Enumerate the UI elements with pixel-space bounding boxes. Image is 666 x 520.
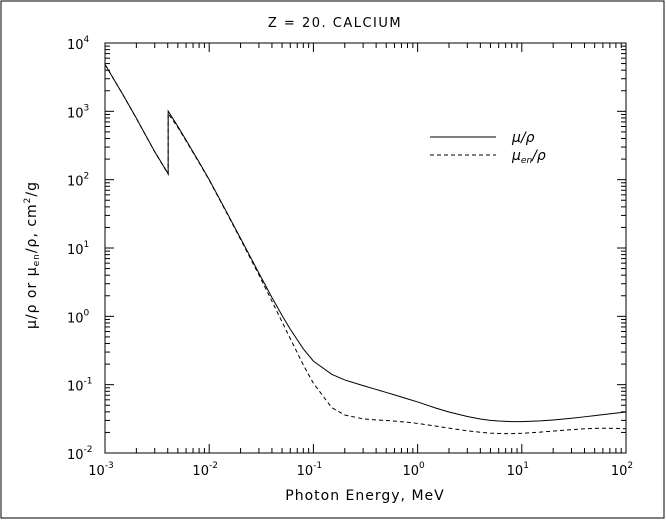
y-axis-label-sup: 2 <box>23 197 33 204</box>
y-tick-label: 104 <box>67 35 90 53</box>
x-tick-label: 100 <box>402 461 425 479</box>
y-axis-label-prefix: μ/ρ or μ <box>24 266 40 329</box>
y-tick-label: 10-1 <box>67 377 93 395</box>
plot-area-border <box>104 42 627 454</box>
x-tick-label: 10-1 <box>297 461 323 479</box>
legend-label: μ/ρ <box>511 130 535 146</box>
series-line-mu-rho <box>104 64 627 423</box>
legend: μ/ρ μen/ρ <box>430 130 546 166</box>
y-axis-label: μ/ρ or μen/ρ, cm2/g <box>23 181 42 329</box>
y-axis-label-middle: /ρ, cm <box>24 203 40 253</box>
x-axis-label: Photon Energy, MeV <box>285 488 444 504</box>
x-tick-label: 101 <box>507 461 529 479</box>
chart-title: Z = 20. CALCIUM <box>268 16 402 31</box>
series-line-mu-en-rho <box>104 64 627 435</box>
series-lines <box>104 64 627 435</box>
x-tick-label: 10-2 <box>192 461 218 479</box>
y-tick-label: 10-2 <box>67 445 93 463</box>
legend-label: μen/ρ <box>511 148 546 166</box>
y-tick-label: 103 <box>67 103 89 121</box>
y-tick-label: 102 <box>67 172 89 190</box>
y-tick-label: 101 <box>67 240 89 258</box>
y-axis-label-sub: en <box>32 253 42 266</box>
axis-ticks <box>104 42 627 454</box>
y-tick-label: 100 <box>67 308 90 326</box>
x-tick-labels: 10-3 10-2 10-1 100 101 102 <box>88 461 633 479</box>
x-tick-label: 102 <box>611 461 633 479</box>
y-axis-label-suffix: /g <box>24 181 40 197</box>
y-tick-labels: 10-2 10-1 100 101 102 103 104 <box>67 35 93 463</box>
x-tick-label: 10-3 <box>88 461 114 479</box>
plot-frame <box>104 42 627 454</box>
